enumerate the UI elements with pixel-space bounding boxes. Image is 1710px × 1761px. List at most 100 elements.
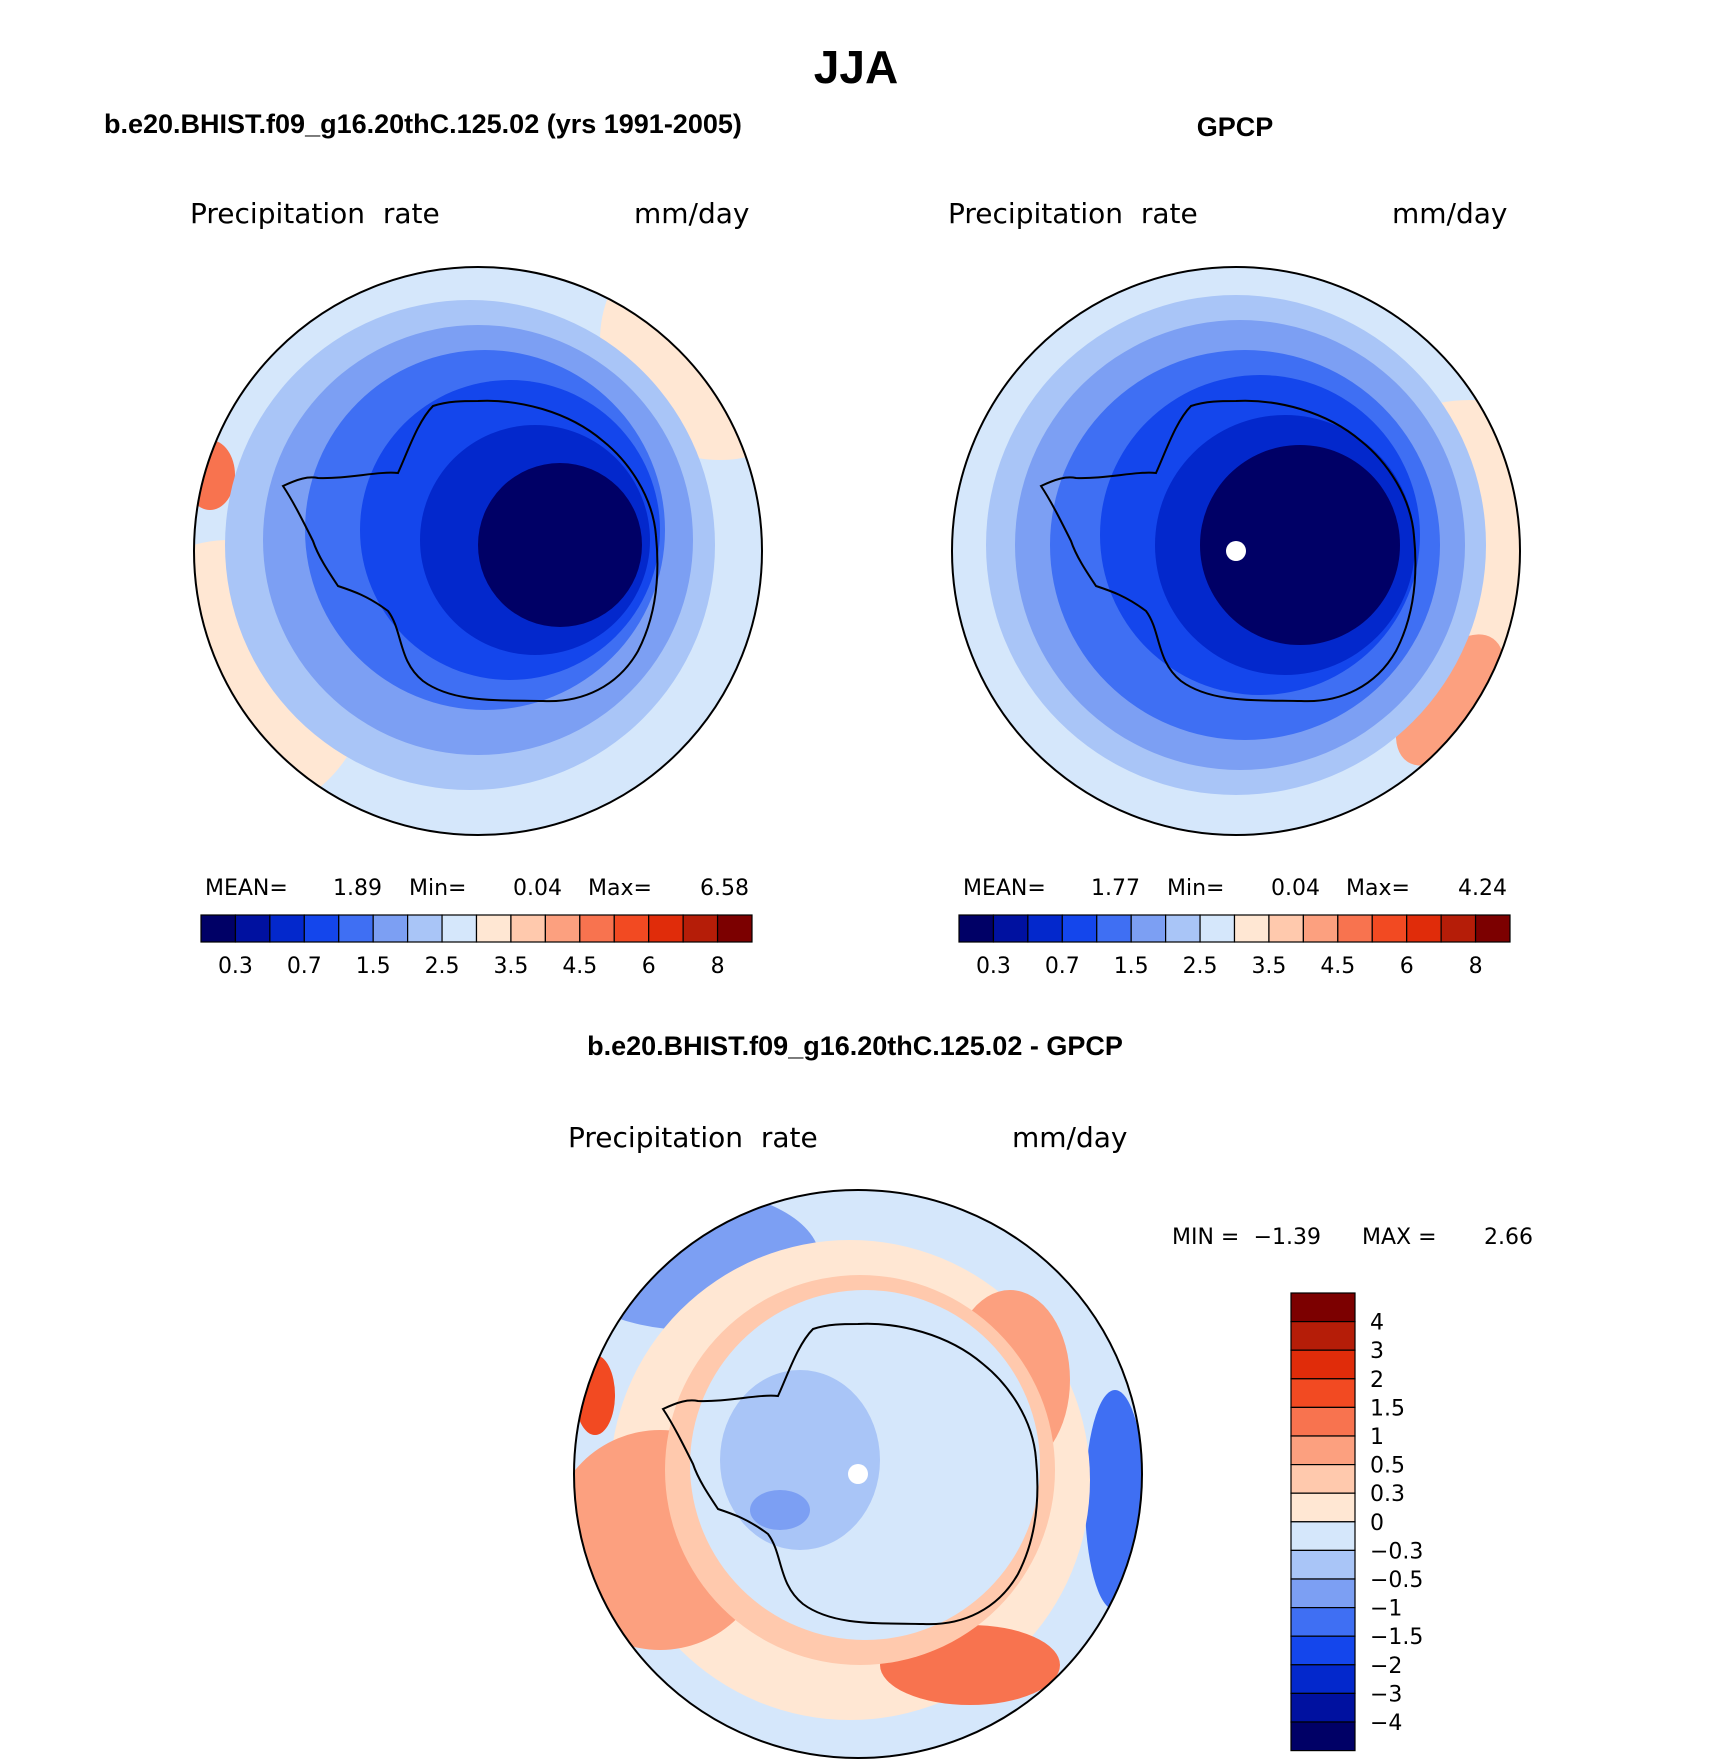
colorbar-swatch	[1440, 914, 1477, 943]
colorbar-swatch	[269, 914, 305, 943]
colorbar-swatch	[1406, 914, 1442, 943]
colorbar-swatch	[200, 914, 237, 943]
panel-diff-units: mm/day	[1012, 1121, 1128, 1154]
colorbar-tick-label: 6	[1400, 954, 1414, 979]
panel-diff-heading: b.e20.BHIST.f09_g16.20thC.125.02 - GPCP	[587, 1031, 1123, 1061]
svg-text:0.04: 0.04	[1271, 876, 1320, 901]
colorbar-swatch	[992, 914, 1029, 943]
colorbar-swatch	[407, 914, 443, 943]
panel-obs-colorbar-labels: 0.3 0.7 1.5 2.5 3.5 4.5 6 8	[976, 954, 1483, 979]
colorbar-tick-label: 0.3	[218, 954, 253, 979]
colorbar-swatch	[1165, 914, 1201, 943]
colorbar-swatch	[1290, 1292, 1356, 1323]
panel-obs-stats: MEAN= 1.77 Min= 0.04 Max= 4.24	[963, 876, 1507, 901]
colorbar-tick-label: −0.5	[1370, 1568, 1423, 1593]
colorbar-tick-label: −4	[1370, 1711, 1402, 1736]
colorbar-swatch	[613, 914, 650, 943]
panel-model-stats: MEAN= 1.89 Min= 0.04 Max= 6.58	[205, 876, 749, 901]
panel-obs-colorbar	[958, 914, 1511, 943]
colorbar-swatch	[1290, 1549, 1356, 1580]
colorbar-swatch	[1268, 914, 1304, 943]
svg-text:2.66: 2.66	[1484, 1225, 1533, 1250]
colorbar-swatch	[510, 914, 546, 943]
panel-obs-heading: GPCP	[1197, 112, 1274, 142]
panel-model: b.e20.BHIST.f09_g16.20thC.125.02 (yrs 19…	[104, 109, 763, 979]
colorbar-tick-label: 1.5	[1370, 1396, 1405, 1421]
colorbar-tick-label: 3.5	[493, 954, 528, 979]
colorbar-swatch	[648, 914, 684, 943]
colorbar-swatch	[1337, 914, 1373, 943]
colorbar-tick-label: 0	[1370, 1511, 1384, 1536]
panel-diff-colorbar-labels: 4 3 2 1.5 1 0.5 0.3 0 −0.3 −0.5 −1 −1.5 −2 −3 −4	[1370, 1311, 1423, 1736]
colorbar-tick-label: 8	[1469, 954, 1483, 979]
colorbar-swatch	[682, 914, 719, 943]
colorbar-tick-label: 1	[1370, 1425, 1384, 1450]
colorbar-swatch	[1290, 1435, 1356, 1466]
colorbar-tick-label: 3.5	[1251, 954, 1286, 979]
panel-model-globe-outline	[193, 266, 763, 836]
colorbar-tick-label: 2.5	[1183, 954, 1218, 979]
colorbar-swatch	[1233, 914, 1270, 943]
panel-obs-pole-dot	[1226, 541, 1246, 561]
colorbar-tick-label: 2.5	[425, 954, 460, 979]
svg-text:MAX =: MAX =	[1362, 1225, 1437, 1250]
colorbar-swatch	[1096, 914, 1132, 943]
colorbar-swatch	[372, 914, 409, 943]
colorbar-swatch	[475, 914, 512, 943]
colorbar-swatch	[579, 914, 615, 943]
colorbar-tick-label: 8	[711, 954, 725, 979]
colorbar-swatch	[338, 914, 374, 943]
colorbar-tick-label: 4.5	[562, 954, 597, 979]
colorbar-swatch	[234, 914, 271, 943]
figure-title: JJA	[814, 41, 898, 93]
colorbar-swatch	[1290, 1635, 1356, 1666]
panel-model-units: mm/day	[634, 197, 750, 230]
panel-obs-variable: Precipitation rate	[948, 197, 1198, 230]
svg-text:1.77: 1.77	[1091, 876, 1140, 901]
colorbar-swatch	[1290, 1349, 1356, 1380]
panel-model-variable: Precipitation rate	[190, 197, 440, 230]
colorbar-tick-label: 0.5	[1370, 1454, 1405, 1479]
colorbar-tick-label: −0.3	[1370, 1539, 1423, 1564]
colorbar-swatch	[1290, 1492, 1356, 1523]
svg-text:MIN =: MIN =	[1172, 1225, 1239, 1250]
svg-text:MEAN=: MEAN=	[963, 876, 1046, 901]
panel-diff-colorbar	[1290, 1292, 1356, 1752]
svg-text:Max=: Max=	[588, 876, 652, 901]
svg-text:0.04: 0.04	[513, 876, 562, 901]
colorbar-swatch	[1199, 914, 1236, 943]
svg-text:1.89: 1.89	[333, 876, 382, 901]
colorbar-tick-label: 1.5	[1114, 954, 1149, 979]
colorbar-tick-label: −2	[1370, 1654, 1402, 1679]
colorbar-swatch	[1130, 914, 1167, 943]
panel-model-map	[194, 267, 762, 835]
colorbar-tick-label: 4.5	[1320, 954, 1355, 979]
panel-diff-stats: MIN = −1.39 MAX = 2.66	[1172, 1225, 1533, 1250]
colorbar-swatch	[544, 914, 581, 943]
colorbar-swatch	[1290, 1578, 1356, 1609]
svg-text:Min=: Min=	[409, 876, 466, 901]
colorbar-tick-label: −1	[1370, 1597, 1402, 1622]
colorbar-tick-label: 0.7	[1045, 954, 1080, 979]
colorbar-swatch	[1290, 1463, 1356, 1494]
svg-text:MEAN=: MEAN=	[205, 876, 288, 901]
colorbar-tick-label: 2	[1370, 1368, 1384, 1393]
panel-diff: b.e20.BHIST.f09_g16.20thC.125.02 - GPCP …	[568, 1031, 1533, 1759]
svg-text:6.58: 6.58	[700, 876, 749, 901]
colorbar-swatch	[1474, 914, 1511, 943]
colorbar-tick-label: −1.5	[1370, 1625, 1423, 1650]
panel-model-heading: b.e20.BHIST.f09_g16.20thC.125.02 (yrs 19…	[104, 109, 742, 139]
colorbar-tick-label: 1.5	[356, 954, 391, 979]
colorbar-swatch	[716, 914, 753, 943]
colorbar-swatch	[441, 914, 478, 943]
colorbar-swatch	[1290, 1606, 1356, 1637]
colorbar-swatch	[1290, 1664, 1356, 1695]
colorbar-swatch	[1290, 1521, 1356, 1552]
colorbar-swatch	[958, 914, 995, 943]
colorbar-swatch	[303, 914, 340, 943]
colorbar-tick-label: 0.7	[287, 954, 322, 979]
panel-obs: GPCP Precipitation rate mm/day MEAN= 1.7…	[948, 112, 1521, 979]
colorbar-tick-label: 0.3	[976, 954, 1011, 979]
svg-text:Min=: Min=	[1167, 876, 1224, 901]
